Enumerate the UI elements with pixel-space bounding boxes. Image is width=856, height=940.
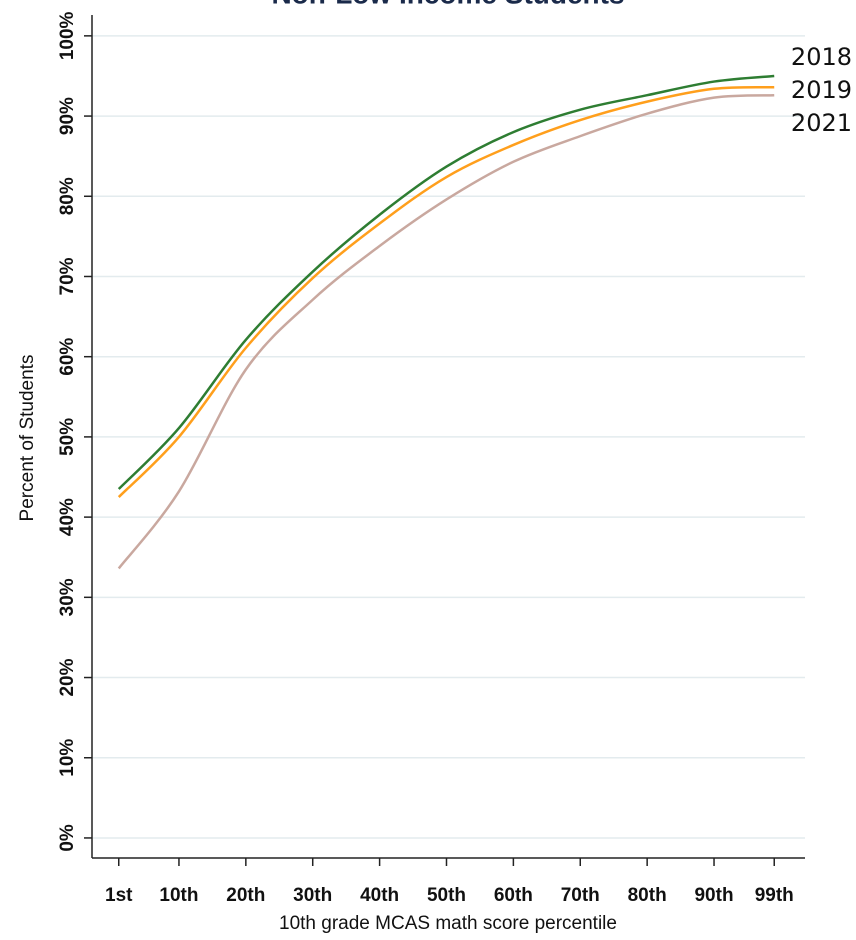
x-tick-label: 70th [561,885,600,906]
y-tick-label: 0% [57,824,78,852]
series-line [117,93,775,570]
series-label: 2021 [791,109,852,137]
y-tick-label: 100% [57,11,78,60]
x-tick-label: 10th [159,885,198,906]
x-tick-label: 90th [694,885,733,906]
x-tick-label: 40th [360,885,399,906]
y-tick-label: 60% [57,338,78,376]
y-tick-label: 10% [57,739,78,777]
y-tick-label: 40% [57,498,78,536]
series-label: 2018 [791,43,852,71]
x-tick-label: 60th [494,885,533,906]
y-tick-label: 20% [57,658,78,696]
y-tick-label: 70% [57,257,78,295]
x-tick-label: 50th [427,885,466,906]
y-axis-label: Percent of Students [17,355,38,522]
y-tick-label: 90% [57,97,78,135]
y-tick-label: 50% [57,418,78,456]
y-tick-label: 30% [57,578,78,616]
series-line [117,85,775,498]
y-tick-label: 80% [57,177,78,215]
x-tick-label: 30th [293,885,332,906]
series-line [117,74,775,490]
series-label: 2019 [791,76,852,104]
x-tick-label: 1st [105,885,133,906]
x-tick-label: 80th [628,885,667,906]
x-tick-label: 99th [755,885,794,906]
x-axis-label: 10th grade MCAS math score percentile [279,913,617,934]
chart-title: Non-Low Income Students [271,0,624,9]
x-tick-label: 20th [226,885,265,906]
